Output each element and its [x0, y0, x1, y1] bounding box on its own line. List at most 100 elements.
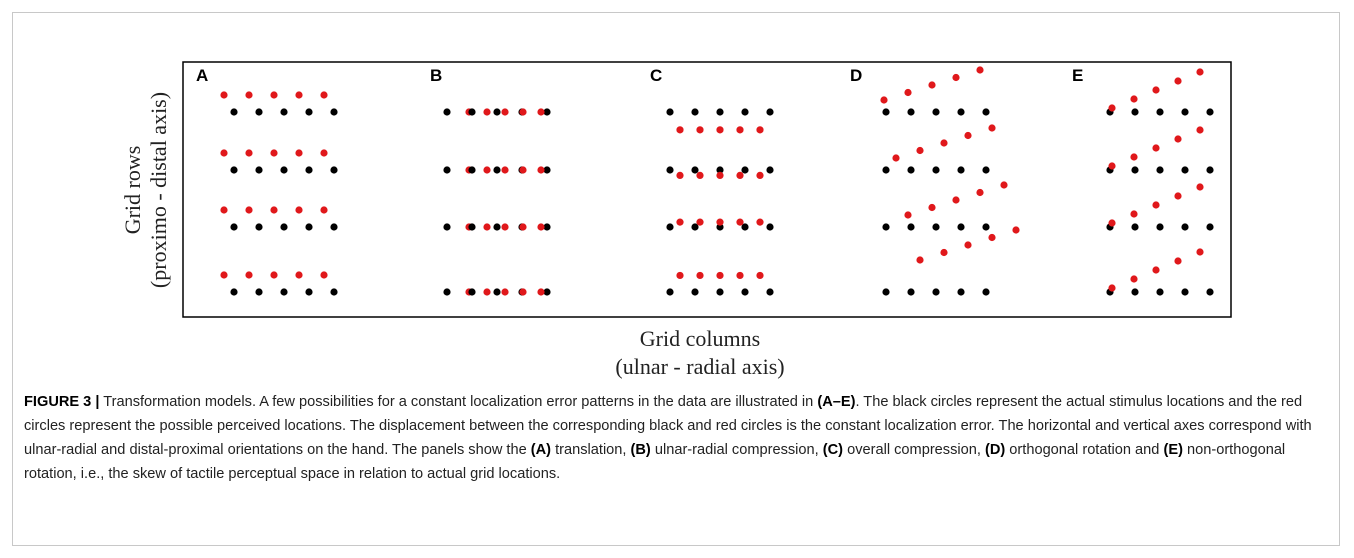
red-circle [756, 126, 764, 134]
red-circle [736, 271, 744, 280]
red-circle [1196, 126, 1204, 134]
black-circle [330, 166, 338, 174]
black-circle [1206, 108, 1214, 116]
red-circle [320, 271, 328, 279]
black-circle [330, 288, 338, 296]
black-circle [716, 108, 724, 116]
red-circle [904, 211, 912, 219]
red-circle [892, 154, 900, 162]
black-circle [766, 166, 774, 174]
y-axis-label: Grid rows [120, 146, 145, 235]
red-circle [756, 271, 764, 280]
black-circle [1156, 166, 1164, 174]
black-circle [982, 108, 990, 116]
red-circle [501, 108, 509, 116]
caption-text: non-orthogonal rotation, i.e., the skew … [24, 442, 1286, 482]
black-circle [1131, 288, 1139, 296]
black-circle [543, 288, 551, 296]
red-circle [220, 271, 228, 279]
black-circle [255, 108, 263, 116]
caption-text: (D) [984, 442, 1006, 458]
black-circle [982, 223, 990, 231]
x-axis-label: Grid columns [640, 326, 760, 351]
plot-box [182, 61, 1232, 318]
red-circle [1196, 183, 1204, 191]
black-circle [932, 108, 940, 116]
red-circle [988, 124, 996, 132]
black-circle [932, 166, 940, 174]
red-circle [976, 66, 984, 74]
red-circle [483, 288, 491, 296]
red-circle [537, 288, 545, 296]
black-circle [741, 288, 749, 296]
black-circle [907, 108, 915, 116]
black-circle [1156, 223, 1164, 231]
red-circle [270, 91, 278, 99]
red-circle [928, 81, 936, 89]
black-circle [957, 223, 965, 231]
black-circle [1131, 166, 1139, 174]
red-circle [1130, 275, 1138, 283]
black-circle [716, 288, 724, 296]
black-circle [907, 288, 915, 296]
red-circle [696, 126, 704, 134]
red-circle [736, 171, 744, 179]
black-circle [443, 166, 451, 174]
black-circle [932, 288, 940, 296]
black-circle [255, 223, 263, 231]
black-circle [280, 108, 288, 116]
red-circle [519, 288, 527, 296]
black-circle [932, 223, 940, 231]
caption-text: (B) [630, 442, 651, 458]
red-circle [676, 126, 684, 134]
red-circle [1152, 201, 1160, 209]
red-circle [1130, 95, 1138, 103]
black-circle [443, 223, 451, 231]
red-circle [245, 91, 253, 99]
red-circle [964, 131, 972, 140]
black-circle [468, 166, 476, 174]
red-circle [1000, 181, 1008, 189]
black-circle [305, 288, 313, 296]
red-circle [501, 223, 509, 231]
black-circle [982, 166, 990, 174]
red-circle [676, 271, 684, 280]
red-circle [295, 206, 303, 214]
black-circle [280, 166, 288, 174]
black-circle [716, 166, 724, 174]
red-circle [880, 96, 888, 104]
black-circle [280, 288, 288, 296]
red-circle [988, 233, 996, 242]
black-circle [882, 108, 890, 116]
caption-text: (E) [1163, 442, 1183, 458]
red-circle [1196, 68, 1204, 76]
red-circle [1152, 266, 1160, 274]
black-circle [443, 288, 451, 296]
red-circle [1174, 77, 1182, 85]
y-axis-label: (proximo - distal axis) [146, 92, 171, 288]
black-circle [691, 166, 699, 174]
black-circle [741, 108, 749, 116]
red-circle [320, 149, 328, 157]
black-circle [330, 108, 338, 116]
panel-label: D [850, 66, 862, 85]
red-circle [295, 271, 303, 279]
red-circle [1012, 226, 1020, 234]
caption-text: Transformation models. A few possibiliti… [99, 394, 818, 410]
red-circle [1108, 219, 1116, 227]
red-circle [1108, 162, 1116, 170]
caption-text: ulnar-radial compression, [650, 442, 823, 458]
black-circle [957, 288, 965, 296]
black-circle [255, 288, 263, 296]
black-circle [1181, 288, 1189, 296]
caption-text: overall compression, [843, 442, 985, 458]
black-circle [907, 166, 915, 174]
panel-label: E [1072, 66, 1083, 85]
red-circle [537, 223, 545, 231]
black-circle [230, 288, 238, 296]
figure-frame [12, 12, 1340, 546]
black-circle [255, 166, 263, 174]
red-circle [220, 206, 228, 214]
black-circle [741, 223, 749, 231]
red-circle [696, 171, 704, 179]
